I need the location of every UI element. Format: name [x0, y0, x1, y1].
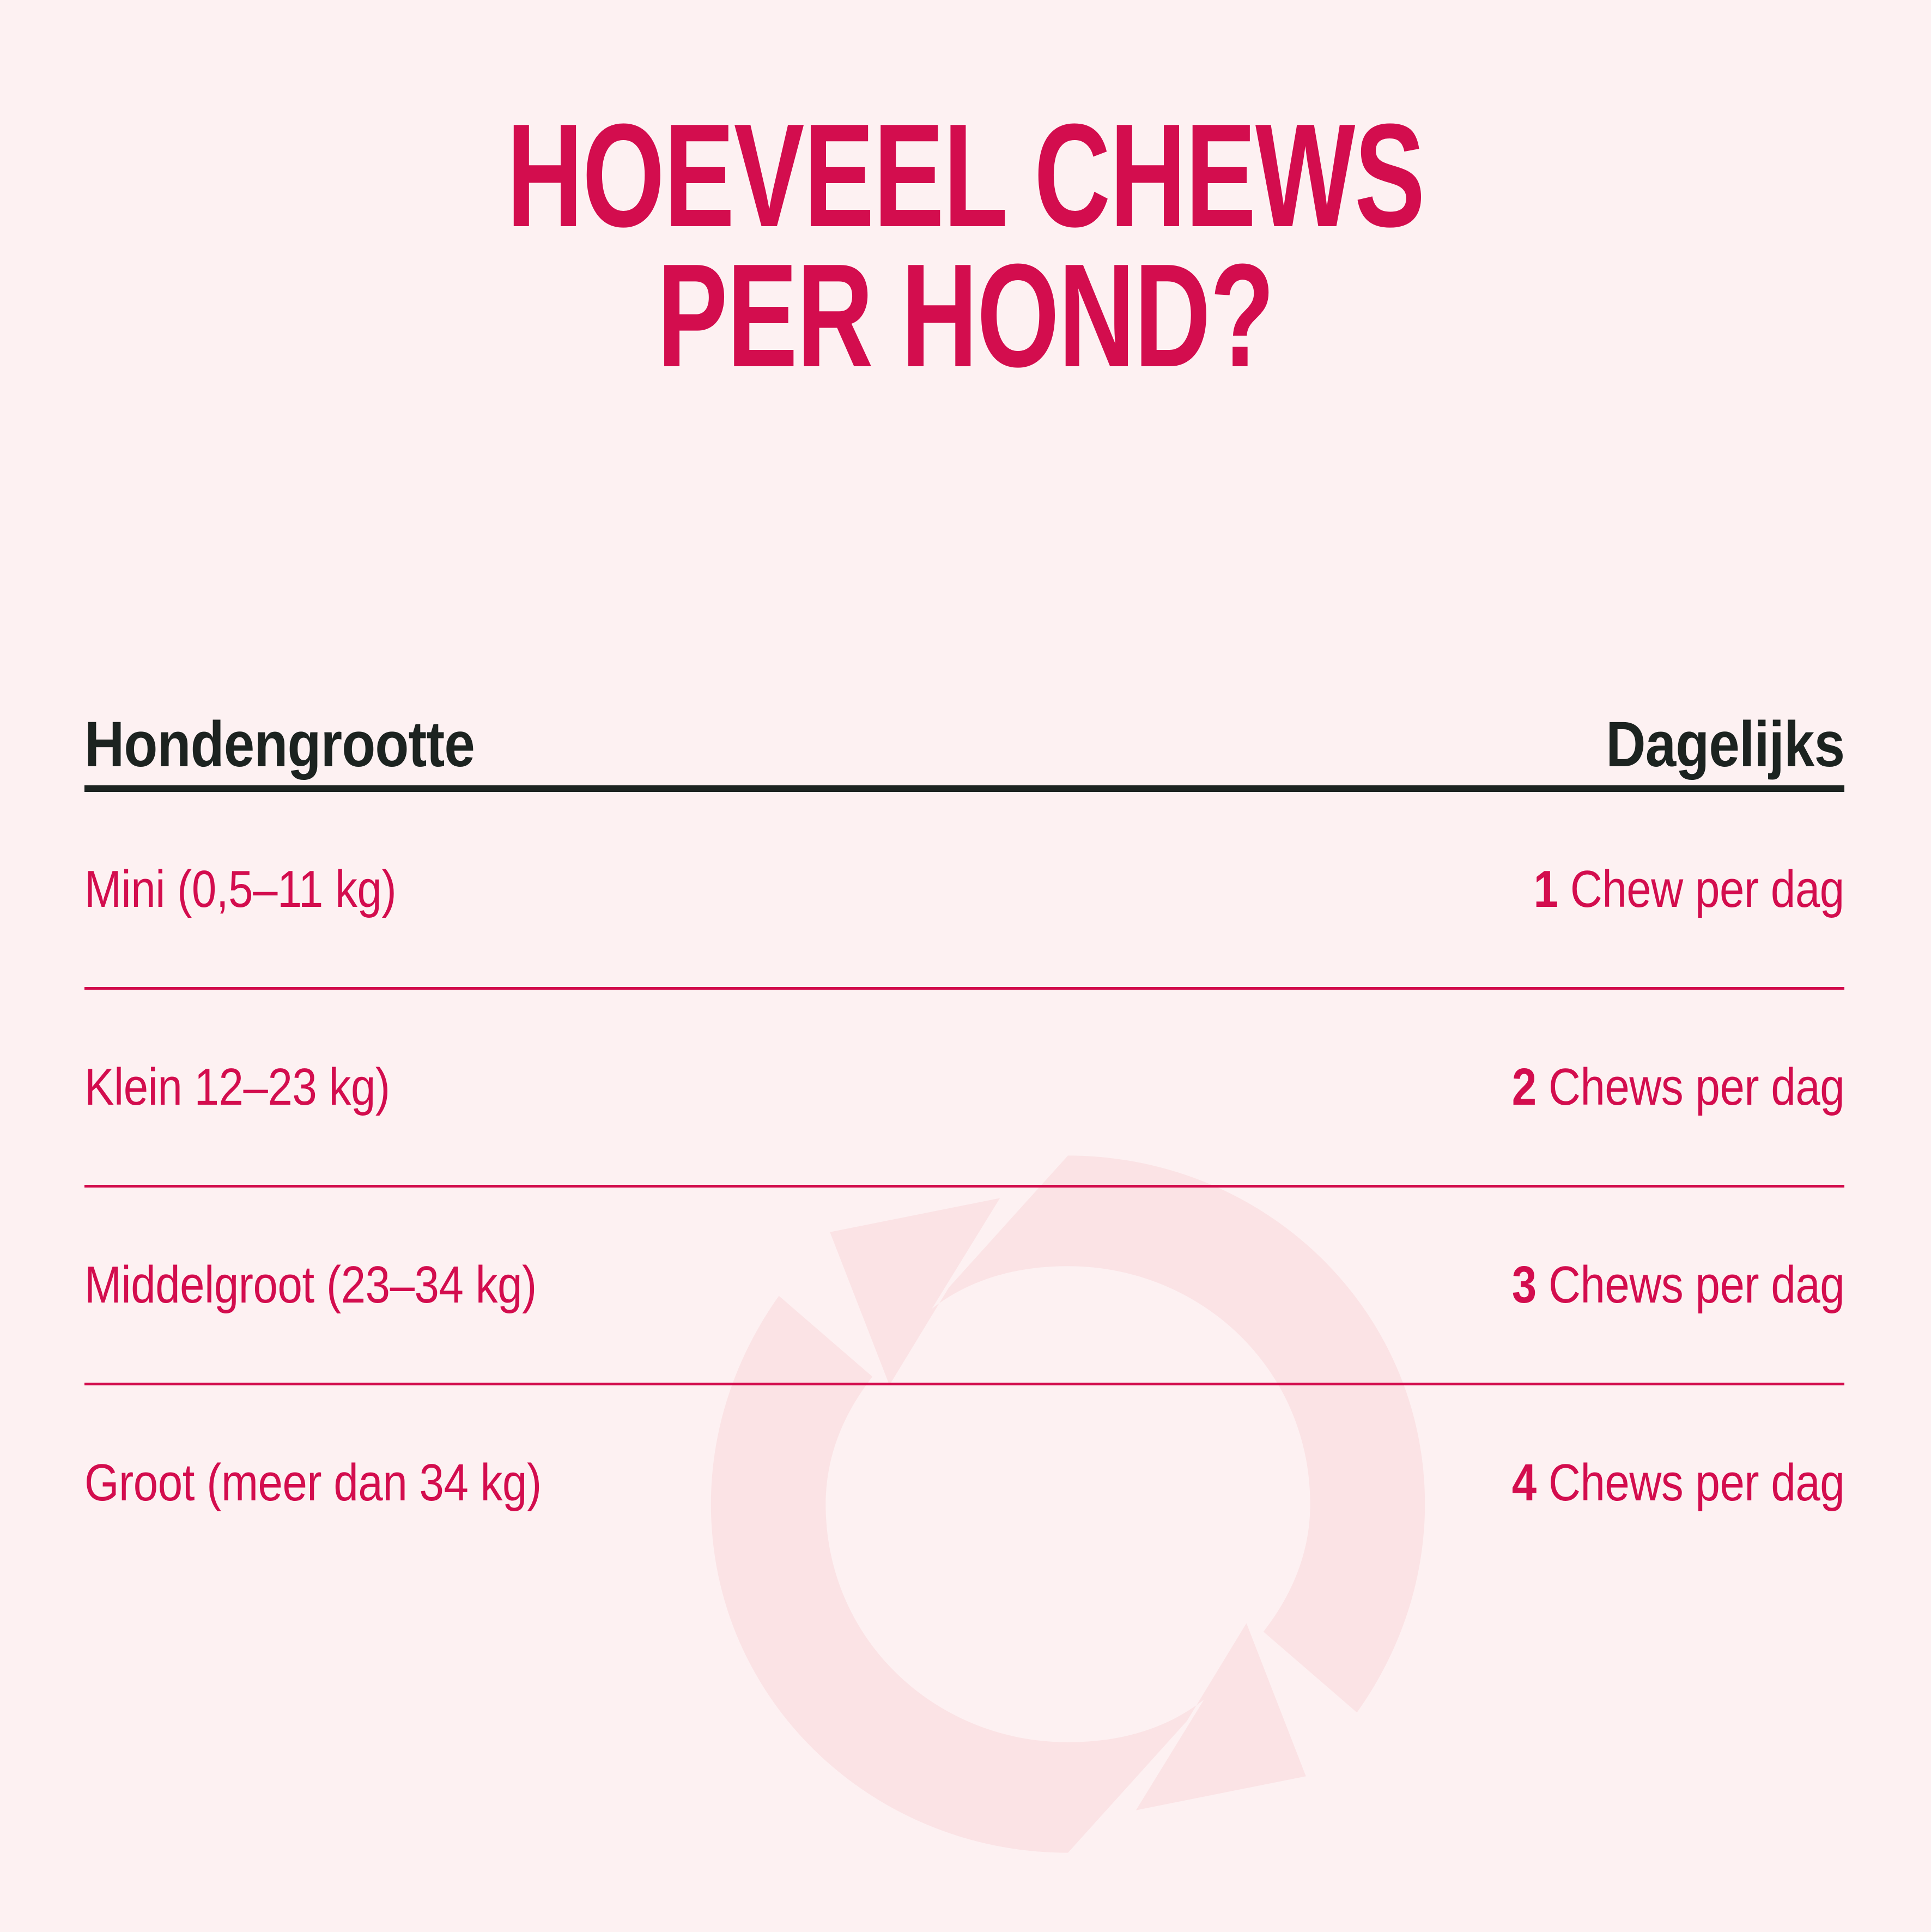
chew-unit-label: Chews per dag — [1548, 1256, 1845, 1314]
table-row: Groot (meer dan 34 kg) 4 Chews per dag — [84, 1385, 1844, 1580]
page-title: HOEVEEL CHEWS PER HOND? — [0, 94, 1931, 398]
cell-daily-amount: 2 Chews per dag — [1511, 1061, 1844, 1113]
chew-unit-label: Chews per dag — [1548, 1453, 1845, 1512]
table-row: Mini (0,5–11 kg) 1 Chew per dag — [84, 792, 1844, 987]
chew-count: 1 — [1533, 860, 1558, 918]
chew-unit-label: Chews per dag — [1548, 1058, 1845, 1116]
title-line-1: HOEVEEL CHEWS — [506, 94, 1425, 258]
table-row: Middelgroot (23–34 kg) 3 Chews per dag — [84, 1188, 1844, 1383]
table-row: Klein 12–23 kg) 2 Chews per dag — [84, 990, 1844, 1185]
cell-dog-size: Middelgroot (23–34 kg) — [84, 1256, 537, 1314]
table-header-row: Hondengrootte Dagelijks — [84, 692, 1845, 780]
cell-dog-size: Mini (0,5–11 kg) — [84, 860, 397, 918]
chew-count: 4 — [1511, 1453, 1537, 1512]
chew-count: 2 — [1511, 1058, 1537, 1116]
chew-unit-label: Chew per dag — [1570, 860, 1844, 918]
cell-dog-size: Klein 12–23 kg) — [84, 1058, 390, 1116]
cell-daily-amount: 3 Chews per dag — [1511, 1259, 1844, 1311]
title-line-2: PER HOND? — [657, 233, 1274, 398]
cell-dog-size: Groot (meer dan 34 kg) — [84, 1453, 542, 1512]
cell-daily-amount: 4 Chews per dag — [1511, 1457, 1844, 1509]
cell-daily-amount: 1 Chew per dag — [1533, 860, 1845, 918]
column-header-daily: Dagelijks — [1606, 708, 1845, 780]
row-separator — [84, 987, 1844, 990]
chews-per-dog-table: Hondengrootte Dagelijks Mini (0,5–11 kg)… — [84, 692, 1845, 1580]
column-header-dog-size: Hondengrootte — [84, 708, 475, 780]
chew-count: 3 — [1511, 1256, 1537, 1314]
header-underline — [84, 785, 1844, 792]
